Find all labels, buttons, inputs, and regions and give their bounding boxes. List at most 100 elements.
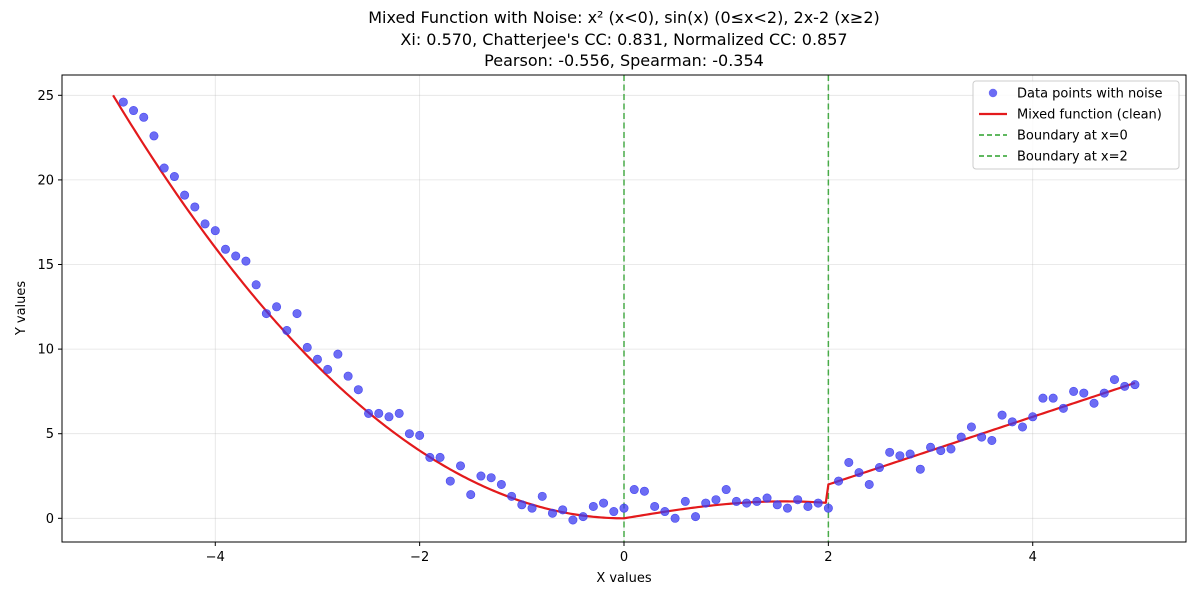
data-point xyxy=(527,503,537,513)
data-point xyxy=(813,498,823,508)
data-point xyxy=(231,251,241,261)
data-point xyxy=(517,500,527,510)
data-point xyxy=(1007,417,1017,427)
data-point xyxy=(823,503,833,513)
data-point xyxy=(1109,375,1119,385)
legend-label: Data points with noise xyxy=(1017,87,1163,102)
data-point xyxy=(220,244,230,254)
data-point xyxy=(946,444,956,454)
data-point xyxy=(394,408,404,418)
data-point xyxy=(844,457,854,467)
legend-label: Boundary at x=2 xyxy=(1017,150,1128,165)
data-point xyxy=(1058,403,1068,413)
data-point xyxy=(752,496,762,506)
data-point xyxy=(282,325,292,335)
data-point xyxy=(323,364,333,374)
data-point xyxy=(149,131,159,141)
data-point xyxy=(926,442,936,452)
data-point xyxy=(1079,388,1089,398)
data-point xyxy=(159,163,169,173)
legend: Data points with noise Mixed function (cl… xyxy=(972,80,1180,170)
data-point xyxy=(496,479,506,489)
x-tick-label: 0 xyxy=(620,550,628,565)
data-point xyxy=(435,452,445,462)
data-point xyxy=(384,412,394,422)
data-point xyxy=(905,449,915,459)
data-point xyxy=(415,430,425,440)
data-point xyxy=(895,451,905,461)
data-point xyxy=(772,500,782,510)
data-point xyxy=(547,508,557,518)
data-point xyxy=(915,464,925,474)
data-point xyxy=(118,97,128,107)
legend-label: Boundary at x=0 xyxy=(1017,129,1128,144)
data-point xyxy=(834,476,844,486)
data-point xyxy=(568,515,578,525)
data-point xyxy=(885,447,895,457)
data-point xyxy=(272,302,282,312)
data-point xyxy=(537,491,547,501)
data-point xyxy=(599,498,609,508)
grid-layer xyxy=(62,75,1186,542)
data-point xyxy=(619,503,629,513)
data-point xyxy=(404,429,414,439)
data-point xyxy=(507,491,517,501)
legend-box xyxy=(972,80,1180,170)
data-point xyxy=(711,495,721,505)
y-axis-label: Y values xyxy=(14,281,29,337)
data-point xyxy=(302,342,312,352)
data-point xyxy=(1048,393,1058,403)
data-point xyxy=(782,503,792,513)
data-point xyxy=(486,473,496,483)
x-tick-label: −2 xyxy=(410,550,429,565)
data-point xyxy=(987,435,997,445)
x-tick-label: −4 xyxy=(206,550,225,565)
data-point xyxy=(241,256,251,266)
y-tick-label: 0 xyxy=(46,512,54,527)
chart-title-line-1: Mixed Function with Noise: x² (x<0), sin… xyxy=(368,8,880,27)
y-tick-label: 5 xyxy=(46,427,54,442)
data-point xyxy=(874,463,884,473)
legend-label: Mixed function (clean) xyxy=(1017,108,1162,123)
scatter-layer xyxy=(118,97,1140,525)
data-point xyxy=(742,498,752,508)
data-point xyxy=(129,106,139,116)
data-point xyxy=(374,408,384,418)
data-point xyxy=(180,190,190,200)
tick-layer: −4 −2 0 2 4 0 5 10 15 20 25 xyxy=(37,89,1036,565)
data-point xyxy=(190,202,200,212)
data-point xyxy=(680,496,690,506)
boundary-lines xyxy=(623,75,830,542)
x-axis-label: X values xyxy=(596,571,652,586)
data-point xyxy=(650,501,660,511)
data-point xyxy=(292,309,302,319)
data-point xyxy=(353,385,363,395)
data-point xyxy=(1130,380,1140,390)
data-point xyxy=(864,479,874,489)
data-point xyxy=(721,485,731,495)
data-point xyxy=(1069,386,1079,396)
x-tick-label: 2 xyxy=(824,550,832,565)
data-point xyxy=(364,408,374,418)
y-tick-label: 15 xyxy=(37,258,54,273)
data-point xyxy=(997,410,1007,420)
data-point xyxy=(1089,398,1099,408)
data-point xyxy=(210,226,220,236)
y-tick-label: 10 xyxy=(37,343,54,358)
data-point xyxy=(731,496,741,506)
data-point xyxy=(333,349,343,359)
chart-title-line-2: Xi: 0.570, Chatterjee's CC: 0.831, Norma… xyxy=(400,30,848,49)
data-point xyxy=(312,354,322,364)
data-point xyxy=(169,172,179,182)
data-point xyxy=(139,112,149,122)
data-point xyxy=(691,512,701,522)
data-point xyxy=(588,501,598,511)
data-point xyxy=(200,219,210,229)
data-point xyxy=(936,446,946,456)
data-point xyxy=(466,490,476,500)
data-point xyxy=(456,461,466,471)
data-point xyxy=(966,422,976,432)
data-point xyxy=(558,505,568,515)
